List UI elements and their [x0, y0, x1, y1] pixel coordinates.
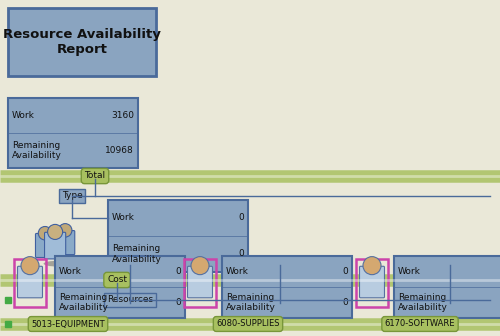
Text: Work: Work [226, 267, 249, 276]
Text: 0: 0 [238, 213, 244, 222]
Bar [63, 230, 68, 234]
Ellipse shape [44, 261, 72, 266]
Text: Remaining
Availability: Remaining Availability [12, 141, 62, 160]
Bar [52, 232, 58, 235]
Bar [8, 8, 156, 76]
FancyBboxPatch shape [36, 234, 54, 257]
Text: Remaining
Availability: Remaining Availability [112, 244, 162, 264]
Text: Work: Work [398, 267, 421, 276]
FancyBboxPatch shape [44, 232, 66, 259]
Text: 6080-SUPPLIES: 6080-SUPPLIES [216, 320, 280, 329]
Text: 5013-EQUIPMENT: 5013-EQUIPMENT [31, 320, 105, 329]
FancyBboxPatch shape [188, 266, 212, 298]
Text: 0: 0 [342, 267, 348, 276]
Text: Type: Type [62, 192, 82, 201]
Bar [14, 259, 46, 307]
Circle shape [363, 257, 381, 275]
Bar [42, 233, 48, 236]
Bar [394, 256, 500, 318]
Bar [184, 259, 216, 307]
FancyBboxPatch shape [56, 230, 75, 255]
Circle shape [58, 224, 72, 237]
Text: Work: Work [112, 213, 135, 222]
Bar [26, 266, 34, 270]
Text: Total: Total [84, 171, 105, 180]
Bar [196, 266, 203, 270]
Text: 0: 0 [238, 250, 244, 258]
Circle shape [38, 226, 52, 240]
Text: Work: Work [59, 267, 82, 276]
Circle shape [48, 224, 62, 240]
Circle shape [21, 257, 39, 275]
Bar [368, 266, 376, 270]
Circle shape [191, 257, 209, 275]
FancyBboxPatch shape [360, 266, 384, 298]
Text: 0: 0 [176, 267, 181, 276]
Text: Resources: Resources [107, 295, 153, 304]
Bar [222, 256, 352, 318]
Bar [55, 256, 185, 318]
Text: Remaining
Availability: Remaining Availability [398, 293, 448, 312]
Text: 0: 0 [342, 298, 348, 307]
Text: Cost: Cost [107, 276, 127, 285]
Bar [108, 200, 248, 272]
Text: 0: 0 [176, 298, 181, 307]
Text: 3160: 3160 [111, 111, 134, 120]
Text: Work: Work [12, 111, 35, 120]
Text: Remaining
Availability: Remaining Availability [226, 293, 276, 312]
Bar [8, 98, 138, 168]
Bar [356, 259, 388, 307]
Text: Resource Availability
Report: Resource Availability Report [3, 28, 161, 56]
Text: Remaining
Availability: Remaining Availability [59, 293, 109, 312]
Text: 6170-SOFTWARE: 6170-SOFTWARE [385, 320, 455, 329]
FancyBboxPatch shape [18, 266, 42, 298]
Text: 10968: 10968 [105, 146, 134, 155]
